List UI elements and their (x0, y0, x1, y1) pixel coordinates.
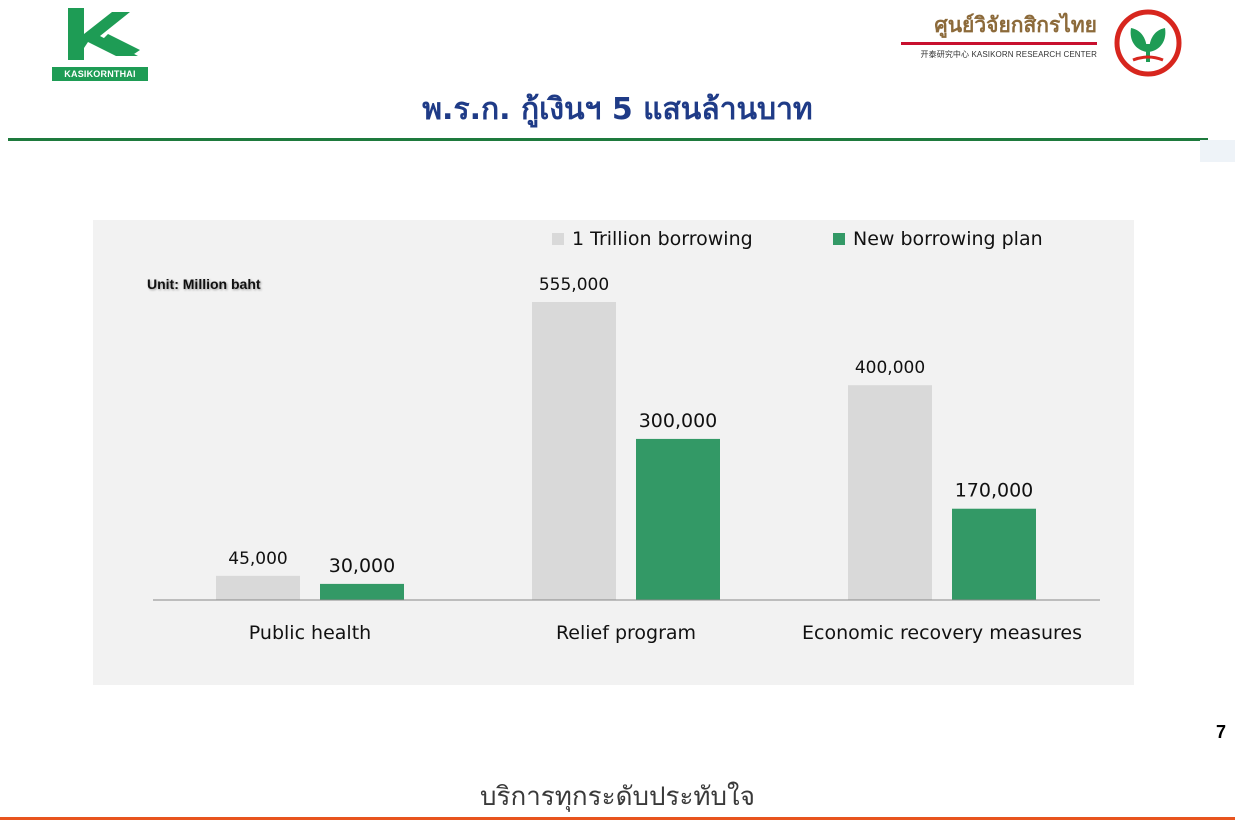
bar-2-2 (636, 438, 720, 600)
category-label-2: Relief program (556, 622, 696, 644)
bar-1-2 (532, 302, 616, 600)
corner-decoration (1200, 140, 1235, 162)
category-label-1: Public health (249, 622, 371, 644)
bar-1-1 (216, 575, 300, 600)
bar-chart: 1 Trillion borrowing New borrowing plan 45… (153, 228, 1100, 644)
data-label-2-3: 170,000 (955, 480, 1034, 502)
bar-1-3 (848, 385, 932, 600)
data-label-1-1: 45,000 (228, 549, 287, 569)
kasikorn-research-center-wordmark: ศูนย์วิจัยกสิกรไทย 开泰研究中心 KASIKORN RESEA… (899, 8, 1097, 60)
data-label-1-3: 400,000 (855, 358, 925, 378)
kr-subtitle: 开泰研究中心 KASIKORN RESEARCH CENTER (920, 50, 1097, 59)
footer-divider (0, 817, 1235, 820)
category-label-3: Economic recovery measures (802, 622, 1082, 644)
bar-chart-panel: 1 Trillion borrowing New borrowing plan 45… (93, 220, 1134, 685)
slide-title: พ.ร.ก. กู้เงินฯ 5 แสนล้านบาท (422, 92, 813, 127)
legend-label-2: New borrowing plan (853, 228, 1043, 250)
legend-swatch-1 (552, 233, 564, 245)
page-number: 7 (1216, 722, 1227, 742)
legend-swatch-2 (833, 233, 845, 245)
kasikornthai-logo: KASIKORNTHAI (50, 4, 150, 81)
kr-title-underline (901, 42, 1097, 45)
bar-2-1 (320, 583, 404, 600)
data-label-2-2: 300,000 (639, 410, 718, 432)
unit-label: Unit: Million baht (147, 276, 261, 292)
data-label-2-1: 30,000 (329, 555, 395, 577)
title-divider (8, 138, 1208, 141)
kasikornthai-logo-text: KASIKORNTHAI (52, 67, 148, 81)
kasikorn-k-icon (68, 8, 140, 60)
kr-title-thai: ศูนย์วิจัยกสิกรไทย (934, 13, 1097, 37)
footer-tagline: บริการทุกระดับประทับใจ (480, 782, 755, 812)
data-label-1-2: 555,000 (539, 275, 609, 295)
kasikorn-research-emblem-icon (1113, 8, 1183, 78)
legend-label-1: 1 Trillion borrowing (572, 228, 753, 250)
bar-2-3 (952, 508, 1036, 600)
